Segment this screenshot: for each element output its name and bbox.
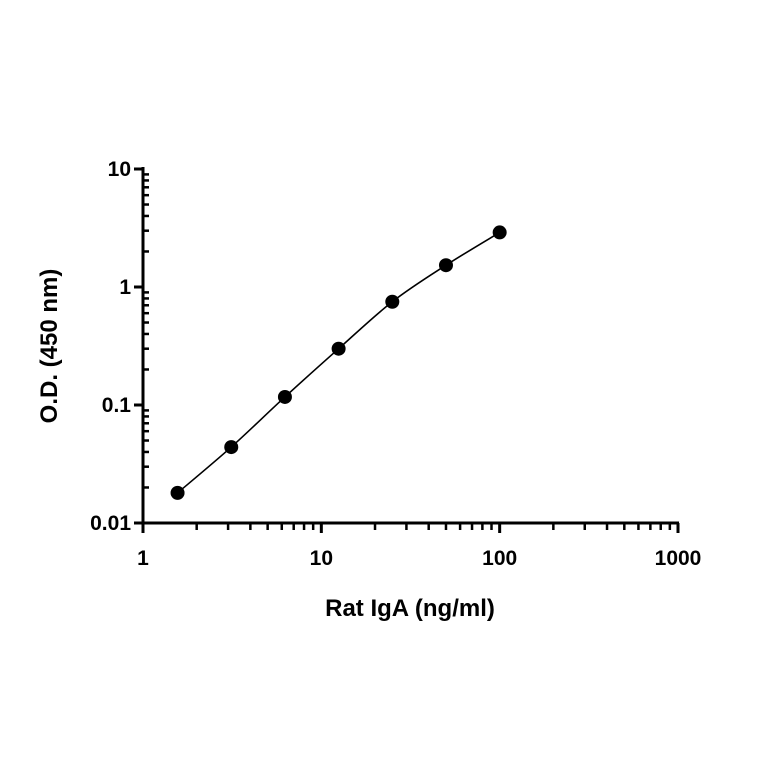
data-point	[492, 225, 507, 240]
data-point	[438, 258, 453, 273]
y-tick-label: 0.1	[102, 394, 132, 417]
x-tick-label: 1000	[655, 547, 702, 570]
fitted-curve	[177, 231, 501, 494]
data-point	[331, 341, 346, 356]
tick-labels: 0.01 0.1 1 10 1 10 100 1000	[90, 158, 701, 570]
x-axis-title: Rat IgA (ng/ml)	[325, 595, 495, 622]
y-tick-label: 0.01	[90, 512, 131, 535]
x-tick-label: 10	[310, 547, 333, 570]
y-tick-label: 1	[119, 276, 131, 299]
curve-line	[177, 231, 501, 494]
axes	[134, 167, 680, 533]
data-points	[170, 225, 507, 500]
data-point	[170, 485, 185, 500]
x-tick-label: 1	[137, 547, 149, 570]
y-tick-label: 10	[108, 158, 131, 181]
data-point	[277, 389, 292, 404]
y-axis-title: O.D. (450 nm)	[36, 269, 63, 424]
data-point	[385, 294, 400, 309]
data-point	[224, 440, 239, 455]
x-tick-label: 100	[482, 547, 517, 570]
